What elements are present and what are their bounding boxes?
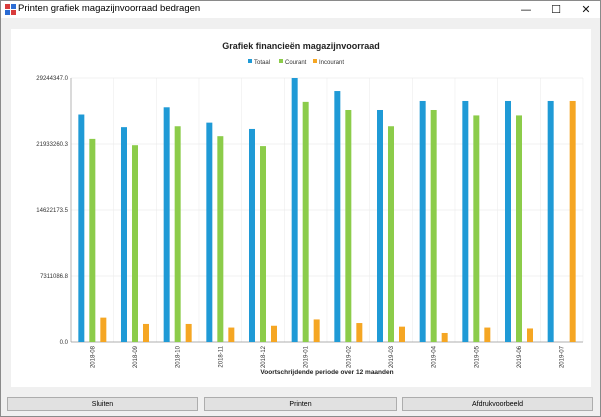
y-tick-label: 7311086.8: [40, 274, 69, 280]
bar-incourant-2019-02: [356, 323, 363, 342]
chart-panel: Grafiek financieën magazijnvoorraad Totaa…: [11, 29, 591, 387]
bar-courant-2018-10: [174, 126, 181, 342]
bar-incourant-2018-12: [271, 325, 277, 342]
y-tick-label: 29244347.0: [36, 76, 68, 82]
x-tick-label: 2018-11: [218, 345, 224, 367]
bar-courant-2019-05: [473, 115, 480, 342]
bar-courant-2019-04: [430, 109, 437, 342]
chart-title: Grafiek financieën magazijnvoorraad: [222, 41, 380, 51]
bar-totaal-2018-12: [249, 128, 255, 342]
bar-courant-2019-01: [302, 101, 309, 342]
bar-totaal-2019-03: [377, 109, 383, 342]
x-tick-label: 2019-03: [389, 345, 395, 368]
maximize-button[interactable]: ☐: [542, 1, 570, 18]
minimize-button[interactable]: —: [512, 1, 540, 18]
title-bar[interactable]: Printen grafiek magazijnvoorraad bedrage…: [1, 1, 600, 18]
bar-totaal-2018-09: [121, 127, 127, 342]
x-tick-label: 2018-09: [133, 345, 139, 368]
bar-incourant-2019-07: [569, 100, 576, 342]
close-icon: ✕: [581, 3, 591, 16]
legend-swatch-incourant: [313, 59, 317, 63]
bar-incourant-2018-08: [100, 317, 107, 342]
bar-totaal-2018-08: [78, 114, 85, 342]
bar-courant-2019-03: [388, 126, 394, 342]
bar-totaal-2019-04: [419, 100, 426, 342]
bar-totaal-2019-01: [291, 78, 298, 342]
legend-swatch-totaal: [248, 59, 252, 63]
print-button-label: Printen: [289, 400, 312, 408]
bar-totaal-2018-10: [163, 107, 170, 343]
window-title: Printen grafiek magazijnvoorraad bedrage…: [18, 3, 201, 14]
bar-chart: Grafiek financieën magazijnvoorraad Totaa…: [36, 41, 584, 376]
legend-label-incourant: Incourant: [319, 60, 344, 66]
print-preview-button-label: Afdrukvoorbeeld: [472, 400, 523, 408]
bar-incourant-2018-10: [185, 323, 192, 342]
close-button[interactable]: Sluiten: [7, 397, 198, 411]
bar-courant-2018-09: [132, 145, 138, 342]
app-icon: [5, 4, 16, 15]
x-tick-label: 2019-04: [432, 345, 438, 368]
bar-totaal-2019-05: [462, 100, 469, 342]
y-tick-label: 14622173.5: [36, 208, 68, 214]
bar-totaal-2019-02: [334, 91, 341, 342]
x-tick-label: 2019-07: [560, 345, 566, 368]
bar-incourant-2018-11: [228, 327, 235, 342]
bar-courant-2018-12: [260, 146, 266, 342]
minimize-icon: —: [520, 3, 532, 16]
bar-incourant-2019-01: [313, 319, 320, 342]
y-tick-label: 21933260.3: [36, 142, 68, 148]
x-tick-label: 2019-02: [346, 345, 352, 368]
x-tick-label: 2019-05: [474, 345, 480, 368]
close-window-button[interactable]: ✕: [572, 1, 600, 18]
bar-totaal-2018-11: [206, 122, 213, 343]
x-tick-label: 2018-10: [176, 345, 182, 368]
bar-incourant-2018-09: [143, 323, 149, 342]
x-axis-title: Voortschrijdende periode over 12 maanden: [260, 369, 393, 376]
bar-totaal-2019-07: [547, 100, 554, 342]
legend-swatch-courant: [279, 59, 283, 63]
x-tick-label: 2018-08: [90, 345, 96, 368]
bar-courant-2018-11: [217, 136, 224, 342]
legend-label-totaal: Totaal: [254, 60, 270, 66]
bar-incourant-2019-06: [527, 328, 533, 342]
bar-courant-2019-02: [345, 109, 352, 342]
maximize-icon: ☐: [551, 3, 561, 16]
legend-label-courant: Courant: [285, 60, 307, 66]
bar-incourant-2019-04: [441, 332, 448, 342]
print-preview-button[interactable]: Afdrukvoorbeeld: [402, 397, 593, 411]
x-tick-label: 2019-01: [304, 345, 310, 368]
y-tick-label: 0.0: [60, 340, 69, 346]
bar-totaal-2019-06: [505, 100, 511, 342]
x-tick-label: 2018-12: [261, 345, 267, 368]
print-button[interactable]: Printen: [204, 397, 397, 411]
x-tick-label: 2019-06: [517, 345, 523, 368]
bar-courant-2019-06: [516, 115, 522, 342]
bar-courant-2018-08: [89, 138, 96, 342]
bar-incourant-2019-03: [399, 326, 405, 342]
close-button-label: Sluiten: [91, 400, 114, 408]
bar-incourant-2019-05: [484, 327, 491, 342]
